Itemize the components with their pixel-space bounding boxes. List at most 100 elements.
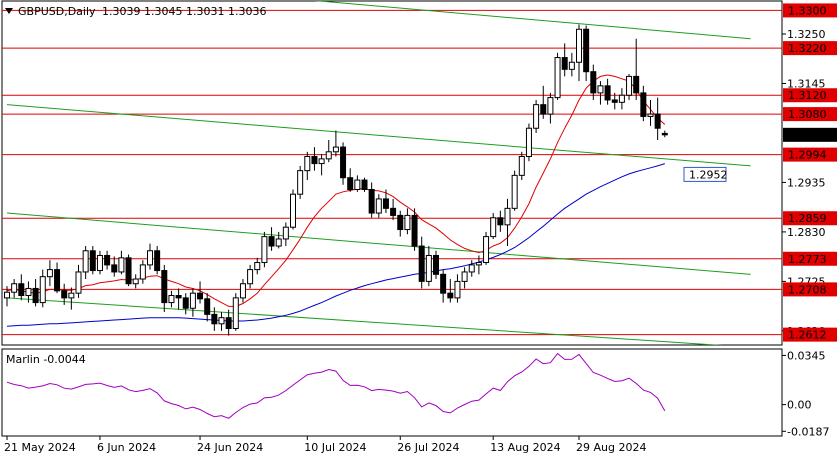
candle-body bbox=[218, 317, 225, 325]
candle bbox=[340, 142, 347, 185]
candle bbox=[626, 74, 633, 100]
candle bbox=[475, 255, 482, 275]
candle bbox=[4, 286, 10, 307]
price-axis: 1.32501.31451.29351.28301.27251.26201.33… bbox=[782, 3, 837, 342]
candle bbox=[111, 256, 118, 277]
level-tag bbox=[783, 41, 837, 56]
candle-body bbox=[547, 97, 554, 115]
candle-body bbox=[75, 271, 82, 294]
candle bbox=[404, 208, 411, 235]
candle bbox=[347, 168, 354, 192]
candle bbox=[261, 231, 268, 268]
candle bbox=[354, 175, 361, 192]
level-tag bbox=[783, 3, 837, 18]
candle bbox=[268, 227, 275, 251]
candle-body bbox=[568, 61, 575, 70]
trend-line bbox=[6, 104, 751, 167]
candle-body bbox=[61, 290, 68, 299]
candle-body bbox=[411, 214, 418, 247]
oscillator-line bbox=[6, 352, 666, 419]
y-tick-label: 1.2935 bbox=[787, 176, 826, 189]
candle bbox=[640, 85, 647, 122]
candle-body bbox=[404, 214, 411, 231]
candle-body bbox=[104, 254, 111, 266]
candle bbox=[297, 165, 304, 199]
candle-body bbox=[618, 94, 625, 103]
candle bbox=[547, 92, 554, 124]
level-tag-label: 1.2708 bbox=[788, 283, 827, 296]
candle bbox=[661, 130, 668, 138]
candle-body bbox=[247, 269, 254, 285]
level-tag bbox=[783, 211, 837, 226]
candle bbox=[182, 293, 189, 315]
candle bbox=[468, 260, 475, 277]
candle-body bbox=[68, 292, 75, 299]
candle-body bbox=[490, 217, 497, 238]
level-tag-label: 1.2612 bbox=[788, 329, 827, 342]
x-tick-label: 21 May 2024 bbox=[4, 441, 76, 454]
candle bbox=[540, 85, 547, 119]
candle bbox=[332, 130, 339, 157]
candle-body bbox=[96, 254, 103, 272]
candle bbox=[590, 64, 597, 100]
candle bbox=[504, 198, 511, 247]
candle-body bbox=[440, 273, 447, 294]
candle bbox=[490, 213, 497, 239]
candle bbox=[232, 293, 239, 331]
candle-body bbox=[347, 177, 354, 190]
candle bbox=[11, 279, 18, 298]
candle-body bbox=[425, 254, 432, 282]
y-tick-label: 1.3145 bbox=[787, 77, 826, 90]
level-tag-label: 1.2773 bbox=[788, 253, 827, 266]
candle-body bbox=[483, 236, 490, 264]
candle bbox=[382, 189, 389, 214]
osc-tick-label: -0.0187 bbox=[787, 425, 829, 438]
candle-body bbox=[497, 217, 504, 226]
level-tag-label: 1.3300 bbox=[788, 4, 827, 17]
candle-body bbox=[633, 75, 640, 94]
level-tag bbox=[783, 107, 837, 122]
candle-body bbox=[332, 146, 339, 153]
candle bbox=[175, 288, 182, 310]
candle-body bbox=[154, 250, 161, 272]
candle-body bbox=[418, 245, 425, 282]
candle-body bbox=[304, 156, 311, 172]
candle bbox=[447, 279, 454, 303]
candle bbox=[104, 250, 111, 270]
trend-line bbox=[6, 297, 723, 345]
candle-body bbox=[382, 198, 389, 209]
level-tag-label: 1.3080 bbox=[788, 108, 827, 121]
price-frame bbox=[1, 0, 783, 346]
candle bbox=[82, 246, 89, 280]
candle bbox=[89, 246, 96, 275]
candle-body bbox=[261, 236, 268, 264]
level-tag bbox=[783, 251, 837, 266]
candle bbox=[654, 97, 661, 141]
candle bbox=[54, 262, 61, 294]
dropdown-triangle-icon[interactable] bbox=[5, 8, 13, 14]
candle-body bbox=[132, 278, 139, 285]
candle-body bbox=[626, 75, 633, 96]
candle-body bbox=[654, 113, 661, 129]
candle bbox=[46, 260, 53, 287]
y-tick-label: 1.3250 bbox=[787, 28, 826, 41]
candle-body bbox=[447, 292, 454, 299]
candle-body bbox=[32, 287, 39, 304]
candle bbox=[147, 243, 153, 270]
candle-body bbox=[390, 207, 397, 216]
candle bbox=[576, 24, 582, 82]
candle bbox=[154, 246, 161, 275]
candle-body bbox=[11, 283, 18, 293]
candle bbox=[425, 246, 432, 287]
candle-body bbox=[161, 270, 168, 304]
candle-body bbox=[175, 295, 182, 299]
candle bbox=[368, 182, 375, 218]
x-tick-label: 10 Jul 2024 bbox=[304, 441, 366, 454]
candle bbox=[75, 264, 82, 298]
candle-body bbox=[433, 254, 439, 275]
candle bbox=[197, 281, 204, 304]
ma-callout-box bbox=[683, 166, 727, 182]
candle bbox=[461, 267, 468, 289]
candle bbox=[311, 147, 318, 171]
